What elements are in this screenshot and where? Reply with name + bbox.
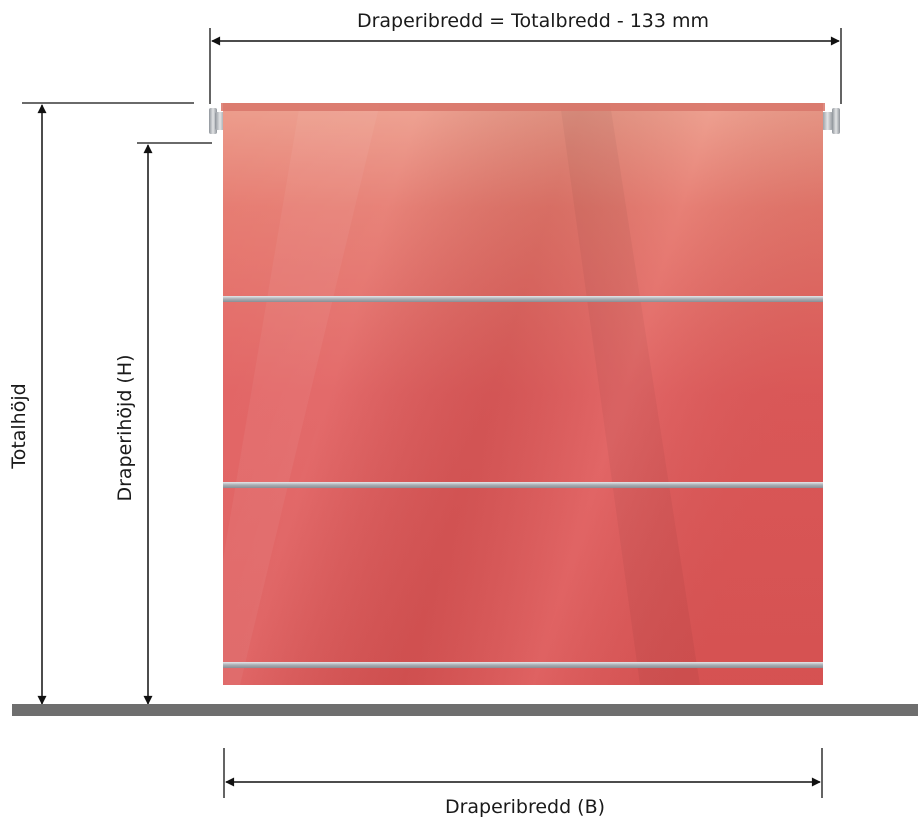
drape-height-label: Draperihöjd (H): [114, 354, 136, 501]
total-height-dimension: Totalhöjd: [8, 102, 194, 705]
roller-tube: [221, 103, 825, 111]
bottom-width-label: Draperibredd (B): [445, 796, 605, 818]
drape-height-dimension: Draperihöjd (H): [114, 142, 212, 705]
total-height-label: Totalhöjd: [8, 383, 30, 469]
bottom-width-dimension: Draperibredd (B): [223, 748, 823, 818]
top-width-label: Draperibredd = Totalbredd - 133 mm: [357, 10, 709, 32]
rod-2: [223, 482, 823, 488]
right-bracket: [822, 108, 840, 134]
rod-3: [223, 662, 823, 668]
floor-line: [12, 704, 918, 716]
top-width-dimension: Draperibredd = Totalbredd - 133 mm: [209, 10, 842, 104]
rod-1: [223, 296, 823, 302]
left-bracket: [209, 108, 225, 134]
roller-blind: [221, 103, 825, 685]
